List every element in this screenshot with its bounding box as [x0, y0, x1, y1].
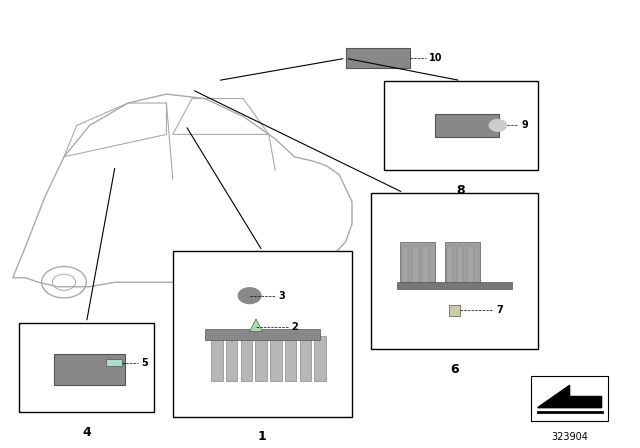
Bar — [435, 114, 499, 137]
Bar — [241, 336, 252, 381]
Circle shape — [238, 288, 261, 304]
Bar — [106, 359, 122, 366]
Polygon shape — [250, 319, 262, 332]
Bar — [285, 336, 296, 381]
Text: 1: 1 — [258, 430, 267, 443]
Bar — [384, 81, 538, 170]
Bar — [314, 336, 326, 381]
Bar — [300, 336, 311, 381]
Circle shape — [489, 119, 507, 132]
Text: 10: 10 — [429, 53, 442, 63]
Bar — [346, 48, 410, 68]
Bar — [19, 323, 154, 412]
Bar — [445, 242, 480, 287]
Text: 8: 8 — [456, 184, 465, 197]
Bar — [467, 246, 474, 284]
Bar — [397, 282, 512, 289]
Bar — [422, 246, 429, 284]
Bar — [226, 336, 237, 381]
Text: 9: 9 — [522, 121, 529, 130]
Bar — [449, 305, 460, 316]
Bar — [205, 329, 320, 340]
Bar — [412, 246, 419, 284]
Bar — [371, 193, 538, 349]
Polygon shape — [538, 385, 602, 408]
Text: 323904: 323904 — [551, 432, 588, 442]
Bar — [270, 336, 282, 381]
Bar — [400, 242, 435, 287]
Bar — [447, 246, 453, 284]
Bar — [402, 246, 408, 284]
Bar — [531, 376, 608, 421]
Text: 6: 6 — [450, 363, 459, 376]
Text: 2: 2 — [291, 322, 298, 332]
Bar — [211, 336, 223, 381]
Bar — [255, 336, 267, 381]
Text: 3: 3 — [278, 291, 285, 301]
Bar — [173, 251, 352, 417]
Bar — [54, 354, 125, 385]
Text: 5: 5 — [141, 358, 148, 368]
Text: 7: 7 — [496, 305, 503, 315]
Bar — [457, 246, 463, 284]
Text: 4: 4 — [82, 426, 91, 439]
